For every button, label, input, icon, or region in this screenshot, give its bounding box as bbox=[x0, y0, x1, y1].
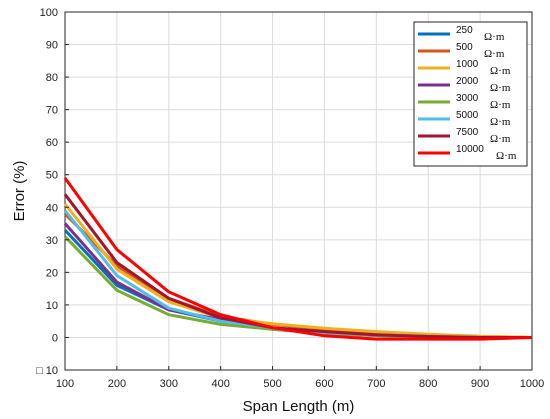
y-tick-label: 0 bbox=[52, 332, 58, 344]
y-axis-title: Error (%) bbox=[11, 161, 28, 222]
legend-unit: Ω·m bbox=[484, 31, 505, 43]
legend-label: 2000 bbox=[456, 76, 479, 87]
y-axis-ticks: 0 10 20 30 40 50 60 70 80 90 100 □ 10 bbox=[36, 7, 69, 377]
y-tick-label: 100 bbox=[40, 7, 58, 19]
legend-label: 7500 bbox=[456, 127, 479, 138]
legend-label: 500 bbox=[456, 42, 473, 53]
x-tick-label: 300 bbox=[160, 378, 178, 390]
legend-label: 250 bbox=[456, 25, 473, 36]
y-tick-label-bottom: □ 10 bbox=[36, 365, 58, 377]
x-tick-label: 600 bbox=[315, 378, 333, 390]
y-tick-label: 40 bbox=[46, 202, 58, 214]
legend-unit: Ω·m bbox=[496, 150, 517, 162]
x-axis-ticks: 100 200 300 400 500 600 700 800 900 1000 bbox=[56, 366, 544, 390]
y-tick-label: 70 bbox=[46, 105, 58, 117]
x-tick-label: 100 bbox=[56, 378, 74, 390]
legend-box bbox=[413, 21, 528, 167]
legend-unit: Ω·m bbox=[490, 82, 511, 94]
series-lines bbox=[63, 177, 533, 341]
legend-label: 10000 bbox=[456, 144, 484, 155]
plot-frame bbox=[64, 11, 533, 371]
y-tick-label: 60 bbox=[46, 137, 58, 149]
y-tick-label: 30 bbox=[46, 235, 58, 247]
legend-unit: Ω·m bbox=[484, 48, 505, 60]
y-tick-label: 80 bbox=[46, 72, 58, 84]
y-tick-label: 20 bbox=[46, 267, 58, 279]
x-tick-label: 1000 bbox=[520, 378, 544, 390]
y-tick-label: 10 bbox=[46, 300, 58, 312]
legend-unit: Ω·m bbox=[490, 116, 511, 128]
legend: 250 Ω·m 500 Ω·m 1000 Ω·m 2000 Ω·m 3000 Ω·m 5000 Ω·m… bbox=[413, 21, 528, 167]
legend-label: 1000 bbox=[456, 59, 479, 70]
x-tick-label: 800 bbox=[419, 378, 437, 390]
legend-unit: Ω·m bbox=[490, 65, 511, 77]
y-tick-label: 50 bbox=[46, 170, 58, 182]
x-tick-label: 200 bbox=[108, 378, 126, 390]
legend-unit: Ω·m bbox=[490, 99, 511, 111]
x-tick-label: 900 bbox=[471, 378, 489, 390]
x-axis-title: Span Length (m) bbox=[243, 398, 355, 415]
series-line-250 bbox=[63, 229, 532, 339]
legend-label: 3000 bbox=[456, 93, 479, 104]
x-tick-label: 400 bbox=[211, 378, 229, 390]
series-line-7500 bbox=[63, 193, 532, 339]
legend-label: 5000 bbox=[456, 110, 479, 121]
y-tick-label: 90 bbox=[46, 40, 58, 52]
x-tick-label: 500 bbox=[263, 378, 281, 390]
series-line-10000 bbox=[63, 177, 533, 341]
series-line-1000 bbox=[63, 203, 533, 339]
legend-unit: Ω·m bbox=[490, 133, 511, 145]
x-tick-label: 700 bbox=[367, 378, 385, 390]
